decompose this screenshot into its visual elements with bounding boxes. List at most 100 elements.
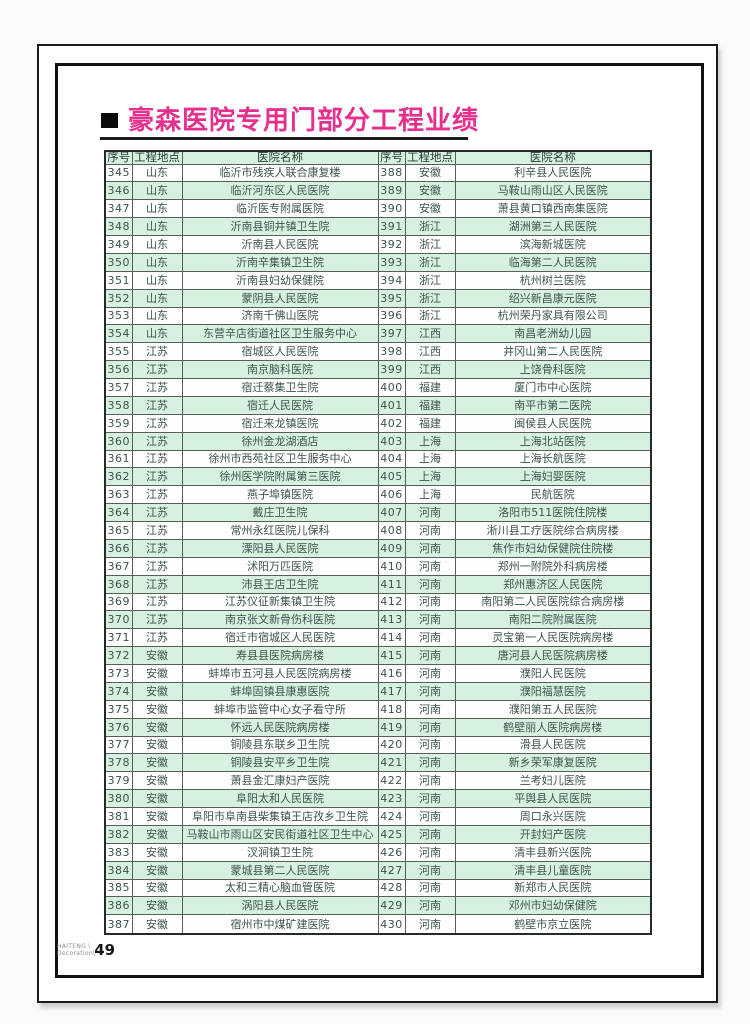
cell-hospital: 邓州市妇幼保健院 <box>454 896 652 916</box>
cell-serial: 345 <box>104 163 133 183</box>
cell-hospital: 铜陵县安平乡卫生院 <box>181 753 379 773</box>
cell-serial: 380 <box>104 789 133 808</box>
cell-serial: 415 <box>377 646 406 665</box>
cell-location: 浙江 <box>404 288 456 308</box>
brand-line1: HAITENG \ <box>57 943 91 950</box>
table-header: 序号 工程地点 医院名称 序号 工程地点 医院名称 <box>104 150 652 165</box>
cell-location: 上海 <box>404 467 456 487</box>
cell-hospital: 南平市第二医院 <box>454 395 652 415</box>
cell-serial: 406 <box>377 485 406 505</box>
cell-serial: 375 <box>104 699 133 719</box>
cell-location: 安徽 <box>131 646 183 665</box>
table-row: 383 安徽 汊涧镇卫生院 426 河南 清丰县新兴医院 <box>104 842 652 862</box>
cell-serial: 378 <box>104 753 133 773</box>
cell-location: 河南 <box>404 646 456 665</box>
cell-hospital: 宿迁蔡集卫生院 <box>181 378 379 397</box>
cell-location: 河南 <box>404 771 456 791</box>
cell-hospital: 新乡荣军康复医院 <box>454 753 652 773</box>
cell-serial: 402 <box>377 413 406 433</box>
cell-location: 安徽 <box>131 789 183 808</box>
cell-location: 安徽 <box>131 914 183 935</box>
cell-serial: 364 <box>104 503 133 522</box>
cell-serial: 347 <box>104 199 133 219</box>
cell-location: 安徽 <box>131 878 183 898</box>
table-row: 372 安徽 寿县县医院病房楼 415 河南 唐河县人民医院病房楼 <box>104 646 652 665</box>
cell-hospital: 鹤壁丽人医院病房楼 <box>454 717 652 737</box>
table-header-row: 序号 工程地点 医院名称 序号 工程地点 医院名称 <box>104 150 652 165</box>
cell-location: 河南 <box>404 789 456 808</box>
cell-location: 河南 <box>404 860 456 880</box>
cell-serial: 428 <box>377 878 406 898</box>
cell-location: 河南 <box>404 503 456 522</box>
cell-hospital: 徐州医学院附属第三医院 <box>181 467 379 487</box>
cell-location: 安徽 <box>131 807 183 826</box>
cell-hospital: 沂南县铜井镇卫生院 <box>181 217 379 236</box>
cell-location: 河南 <box>404 896 456 916</box>
cell-serial: 429 <box>377 896 406 916</box>
cell-serial: 391 <box>377 217 406 236</box>
cell-location: 河南 <box>404 681 456 701</box>
table-row: 347 山东 临沂医专附属医院 390 安徽 萧县黄口镇西南集医院 <box>104 199 652 219</box>
cell-location: 江西 <box>404 360 456 379</box>
cell-location: 河南 <box>404 664 456 683</box>
projects-table: 序号 工程地点 医院名称 序号 工程地点 医院名称 345 山东 临沂市残疾人联合康… <box>104 150 652 935</box>
cell-hospital: 临海第二人民医院 <box>454 252 652 272</box>
header-location-right: 工程地点 <box>404 150 456 165</box>
cell-serial: 350 <box>104 252 133 272</box>
cell-location: 安徽 <box>131 681 183 701</box>
cell-serial: 418 <box>377 699 406 719</box>
cell-hospital: 杭州树兰医院 <box>454 270 652 290</box>
cell-serial: 401 <box>377 395 406 415</box>
table-row: 351 山东 沂南县妇幼保健院 394 浙江 杭州树兰医院 <box>104 270 652 290</box>
page-number: 49 <box>94 941 116 959</box>
cell-hospital: 厦门市中心医院 <box>454 378 652 397</box>
table-row: 345 山东 临沂市残疾人联合康复楼 388 安徽 利辛县人民医院 <box>104 163 652 183</box>
cell-serial: 408 <box>377 521 406 540</box>
cell-hospital: 沭阳万匹医院 <box>181 556 379 576</box>
cell-hospital: 滨海新城医院 <box>454 235 652 254</box>
cell-location: 江西 <box>404 324 456 344</box>
cell-serial: 382 <box>104 824 133 844</box>
cell-serial: 376 <box>104 717 133 737</box>
cell-serial: 410 <box>377 556 406 576</box>
table-row: 353 山东 济南千佛山医院 396 浙江 杭州荣丹家具有限公司 <box>104 306 652 326</box>
cell-hospital: 临沂市残疾人联合康复楼 <box>181 163 379 183</box>
cell-serial: 420 <box>377 735 406 755</box>
title-underline <box>100 137 468 140</box>
cell-location: 江苏 <box>131 503 183 522</box>
cell-hospital: 萧县黄口镇西南集医院 <box>454 199 652 219</box>
cell-serial: 423 <box>377 789 406 808</box>
cell-location: 安徽 <box>131 717 183 737</box>
cell-hospital: 唐河县人民医院病房楼 <box>454 646 652 665</box>
cell-hospital: 清丰县儿童医院 <box>454 860 652 880</box>
cell-hospital: 东营辛店街道社区卫生服务中心 <box>181 324 379 344</box>
cell-location: 浙江 <box>404 306 456 326</box>
cell-serial: 373 <box>104 664 133 683</box>
table-body: 345 山东 临沂市残疾人联合康复楼 388 安徽 利辛县人民医院 346 山东 临沂河东区人民… <box>104 163 652 935</box>
table-row: 367 江苏 沭阳万匹医院 410 河南 郑州一附院外科病房楼 <box>104 556 652 576</box>
cell-serial: 372 <box>104 646 133 665</box>
cell-location: 河南 <box>404 574 456 594</box>
cell-serial: 405 <box>377 467 406 487</box>
table-row: 368 江苏 沛县王店卫生院 411 河南 郑州惠济区人民医院 <box>104 574 652 594</box>
table-row: 375 安徽 蚌埠市监管中心女子看守所 418 河南 濮阳第五人民医院 <box>104 699 652 719</box>
cell-location: 福建 <box>404 395 456 415</box>
cell-hospital: 兰考妇儿医院 <box>454 771 652 791</box>
cell-serial: 411 <box>377 574 406 594</box>
cell-serial: 425 <box>377 824 406 844</box>
cell-hospital: 宿迁人民医院 <box>181 395 379 415</box>
cell-serial: 416 <box>377 664 406 683</box>
cell-serial: 355 <box>104 342 133 362</box>
cell-serial: 426 <box>377 842 406 862</box>
cell-hospital: 南阳第二人民医院综合病房楼 <box>454 592 652 612</box>
cell-location: 江苏 <box>131 592 183 612</box>
cell-hospital: 宿迁来龙镇医院 <box>181 413 379 433</box>
cell-location: 山东 <box>131 270 183 290</box>
table-row: 379 安徽 萧县金汇康妇产医院 422 河南 兰考妇儿医院 <box>104 771 652 791</box>
title-bullet-square-icon <box>101 113 118 128</box>
cell-hospital: 太和三精心脑血管医院 <box>181 878 379 898</box>
cell-hospital: 利辛县人民医院 <box>454 163 652 183</box>
cell-location: 河南 <box>404 556 456 576</box>
cell-location: 山东 <box>131 199 183 219</box>
cell-serial: 396 <box>377 306 406 326</box>
